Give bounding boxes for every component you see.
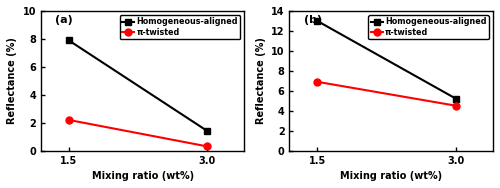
Legend: Homogeneous-aligned, π-twisted: Homogeneous-aligned, π-twisted <box>368 15 489 39</box>
Homogeneous-aligned <box>66 39 71 41</box>
Y-axis label: Reflectance (%): Reflectance (%) <box>256 37 266 124</box>
Y-axis label: Reflectance (%): Reflectance (%) <box>7 37 17 124</box>
π-twisted <box>314 81 320 83</box>
Line: π-twisted: π-twisted <box>65 116 211 150</box>
Homogeneous-aligned <box>314 20 320 22</box>
X-axis label: Mixing ratio (wt%): Mixing ratio (wt%) <box>92 171 194 181</box>
X-axis label: Mixing ratio (wt%): Mixing ratio (wt%) <box>340 171 442 181</box>
Text: (a): (a) <box>55 15 73 25</box>
π-twisted <box>453 105 459 107</box>
Homogeneous-aligned <box>204 130 210 132</box>
Homogeneous-aligned <box>453 98 459 100</box>
π-twisted <box>66 119 71 121</box>
Line: Homogeneous-aligned: Homogeneous-aligned <box>65 37 211 135</box>
Line: Homogeneous-aligned: Homogeneous-aligned <box>314 17 460 102</box>
Legend: Homogeneous-aligned, π-twisted: Homogeneous-aligned, π-twisted <box>120 15 240 39</box>
π-twisted <box>204 145 210 148</box>
Line: π-twisted: π-twisted <box>314 78 460 109</box>
Text: (b): (b) <box>304 15 322 25</box>
